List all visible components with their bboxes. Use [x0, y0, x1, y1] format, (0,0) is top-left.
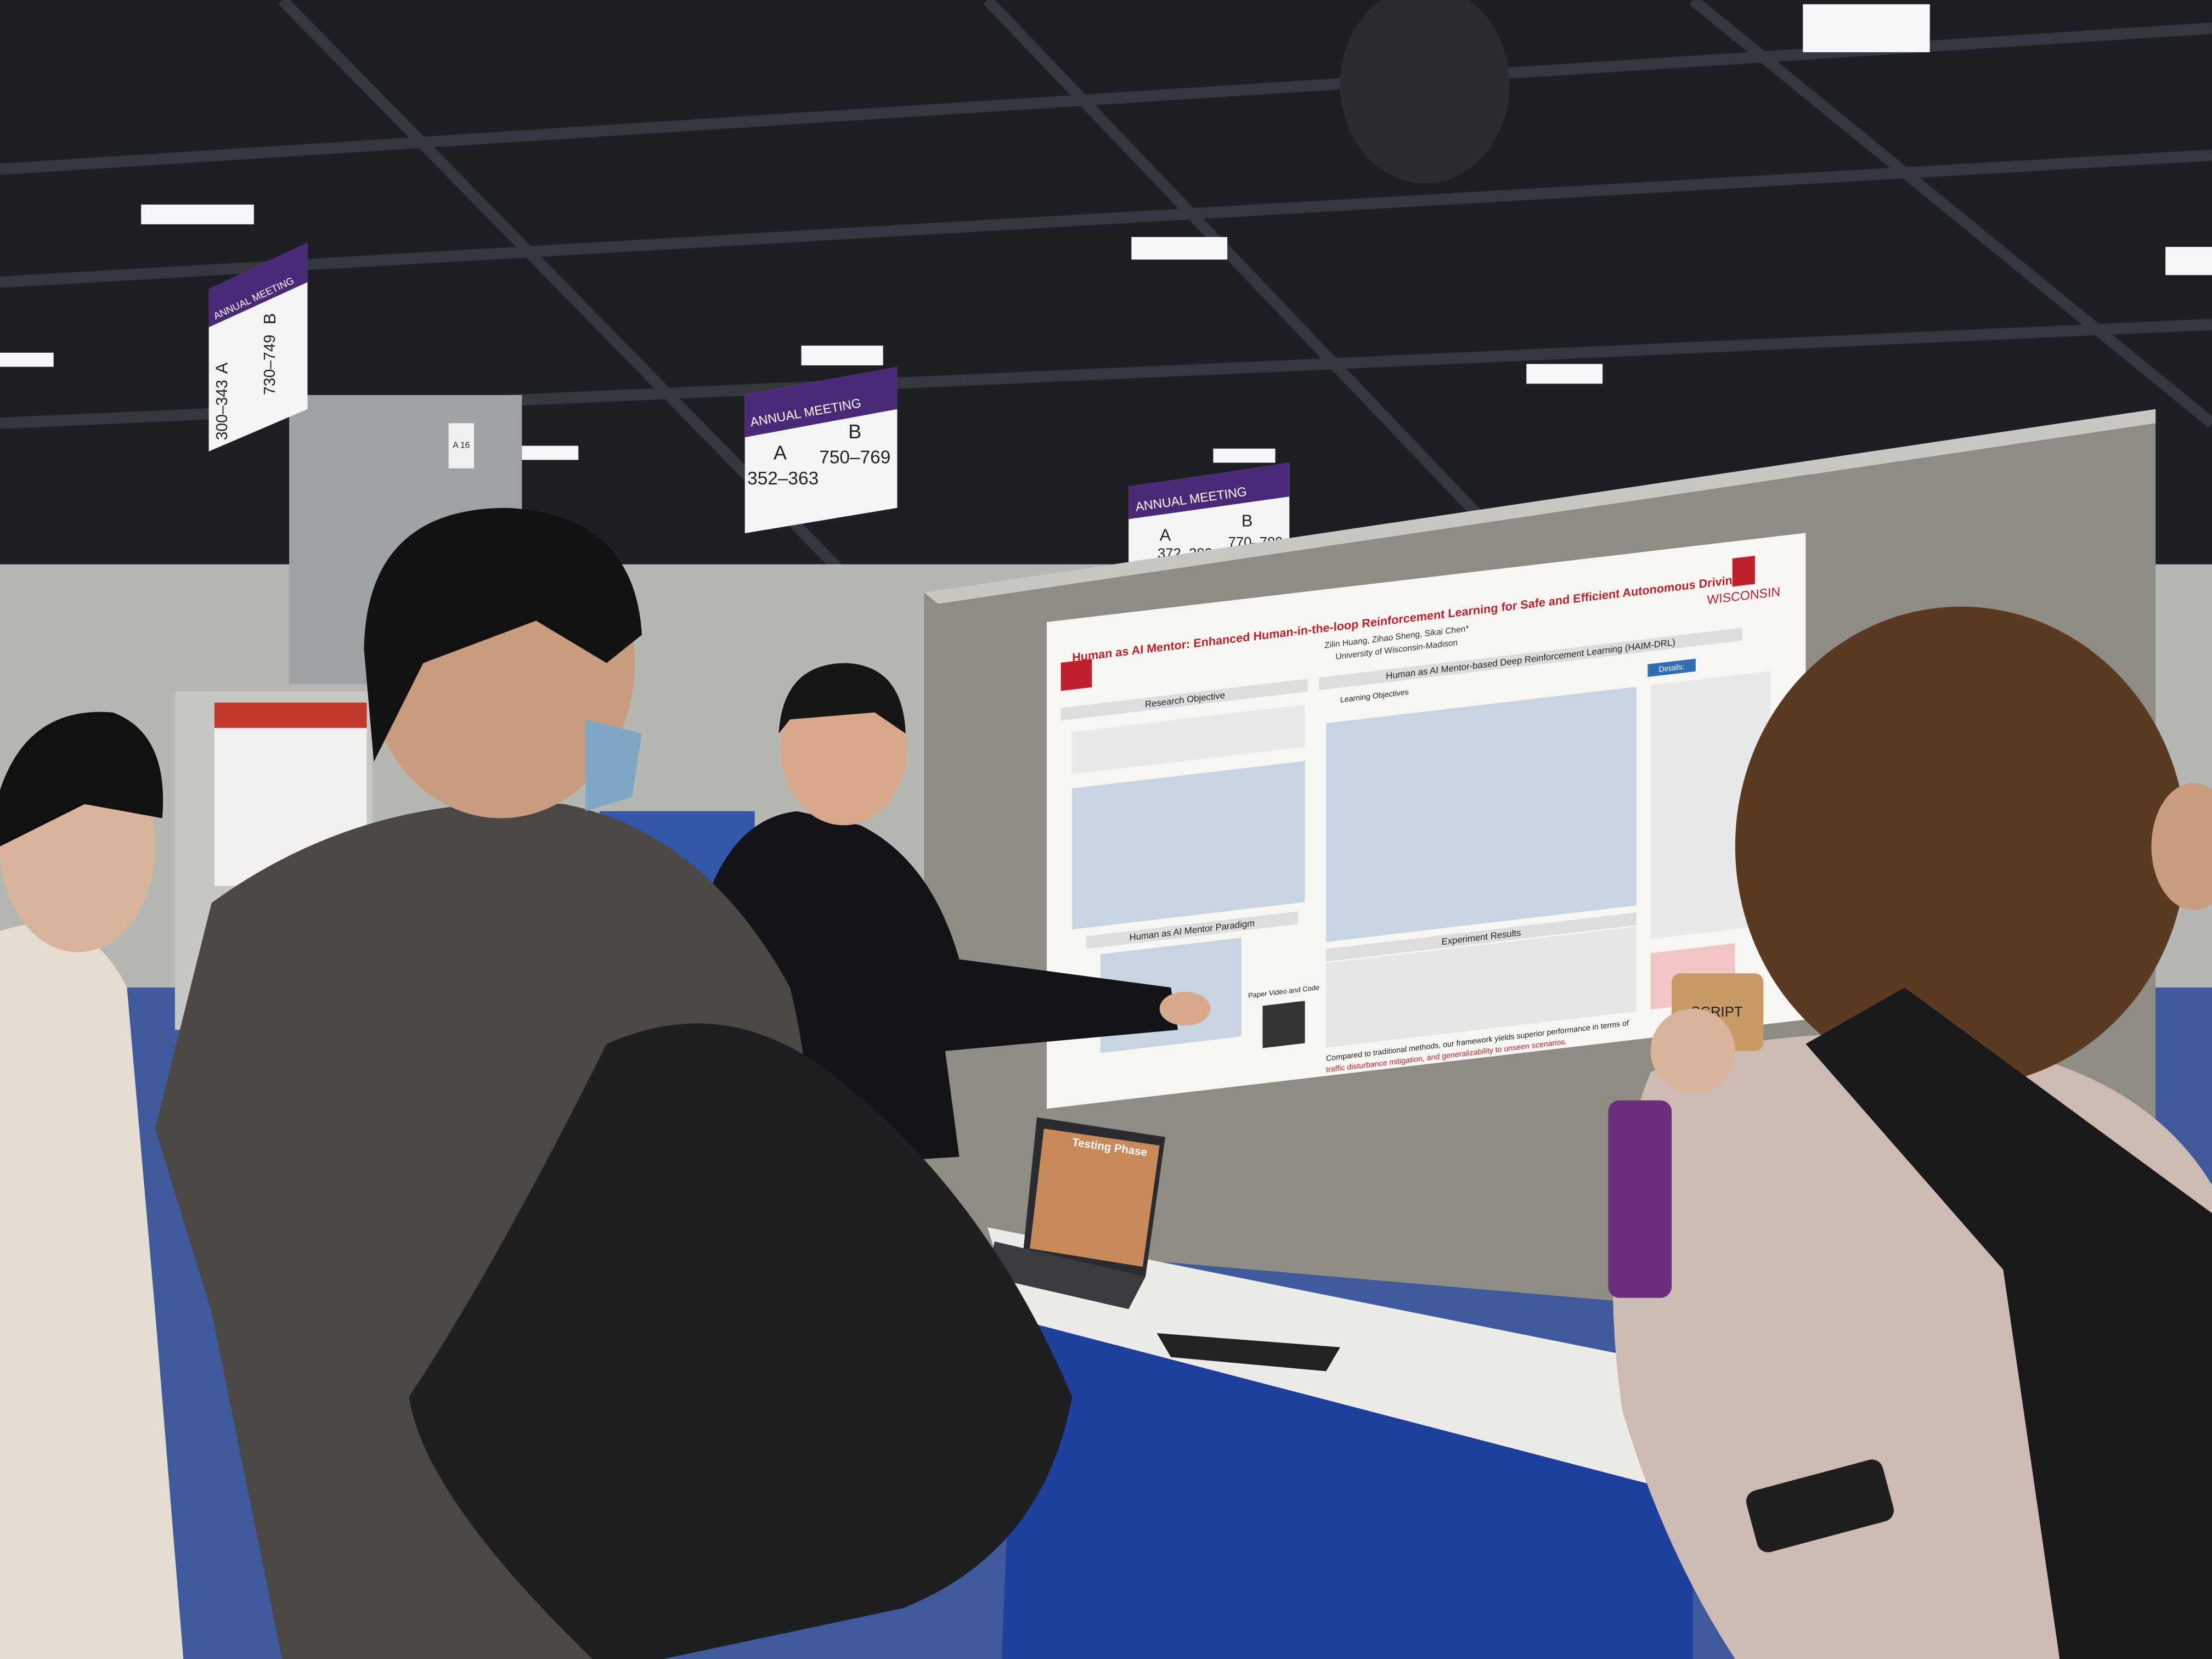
- sign-a-range: 300–343: [213, 380, 230, 440]
- sky-logo: [1060, 659, 1092, 691]
- light: [522, 445, 579, 460]
- section-bar: [1086, 911, 1298, 949]
- light: [141, 204, 254, 224]
- sign-b-range: 750–769: [819, 448, 890, 468]
- background-poster-header: [214, 702, 367, 728]
- light: [1213, 448, 1276, 463]
- section-bar: [1060, 679, 1308, 721]
- board-frame: [924, 409, 2156, 604]
- woman-hair: [1735, 606, 2187, 1086]
- figure: [1072, 761, 1305, 930]
- sign-a: A: [774, 442, 787, 464]
- man-mask: [585, 719, 642, 811]
- text-block: [1072, 704, 1305, 775]
- table: [1326, 927, 1637, 1048]
- presenter-hair: [778, 663, 906, 734]
- logo-crest: [1732, 556, 1755, 587]
- light: [1131, 237, 1228, 260]
- water-bottle: [1608, 1100, 1672, 1298]
- sign-a: A: [1160, 525, 1171, 544]
- qr-code: [1262, 1001, 1305, 1048]
- details-box: [1647, 658, 1696, 678]
- person-left-hair: [0, 712, 163, 847]
- duct: [1340, 0, 1510, 184]
- sign-b: B: [260, 313, 279, 325]
- sign-a-range: 352–363: [747, 469, 819, 489]
- light: [2165, 247, 2212, 275]
- woman-hand: [1650, 1008, 1735, 1093]
- light: [1526, 364, 1603, 384]
- sign-group: ANNUAL MEETING A 300–343 B 730–749 ANNUA…: [208, 242, 1290, 565]
- tablet: [1156, 1333, 1340, 1372]
- table-top: [988, 1227, 1693, 1496]
- person-right-head: [2151, 783, 2212, 910]
- section-bar: [1326, 912, 1637, 962]
- laptop-base: [988, 1241, 1146, 1310]
- sign-header: [744, 366, 898, 438]
- phone: [1746, 1459, 1894, 1553]
- presenter-hand: [1159, 991, 1211, 1026]
- figure: [1326, 686, 1637, 942]
- sign-header: [1128, 462, 1290, 520]
- sign-b-range: 730–749: [261, 335, 278, 395]
- ceiling-lights: [0, 4, 2212, 463]
- laptop-display: [1030, 1128, 1160, 1267]
- sign-a: A: [212, 362, 231, 374]
- ceiling-trusses: [0, 0, 2212, 653]
- light: [1803, 4, 1930, 53]
- pillar-tag: [448, 423, 474, 469]
- light: [801, 346, 883, 365]
- man-hair: [364, 507, 642, 762]
- section-header: Details:: [1659, 663, 1685, 674]
- sign-b: B: [1242, 511, 1253, 531]
- section-bar: [1319, 628, 1742, 691]
- sign-header: [208, 242, 308, 328]
- person-left-coat: [0, 924, 184, 1659]
- pillar-label: A 16: [453, 441, 470, 450]
- backpack-strap: [1805, 988, 2212, 1659]
- puffer-coat: [409, 1023, 1073, 1659]
- light: [0, 352, 54, 367]
- sign-b: B: [848, 420, 861, 443]
- table-skirt: [1001, 1319, 1693, 1659]
